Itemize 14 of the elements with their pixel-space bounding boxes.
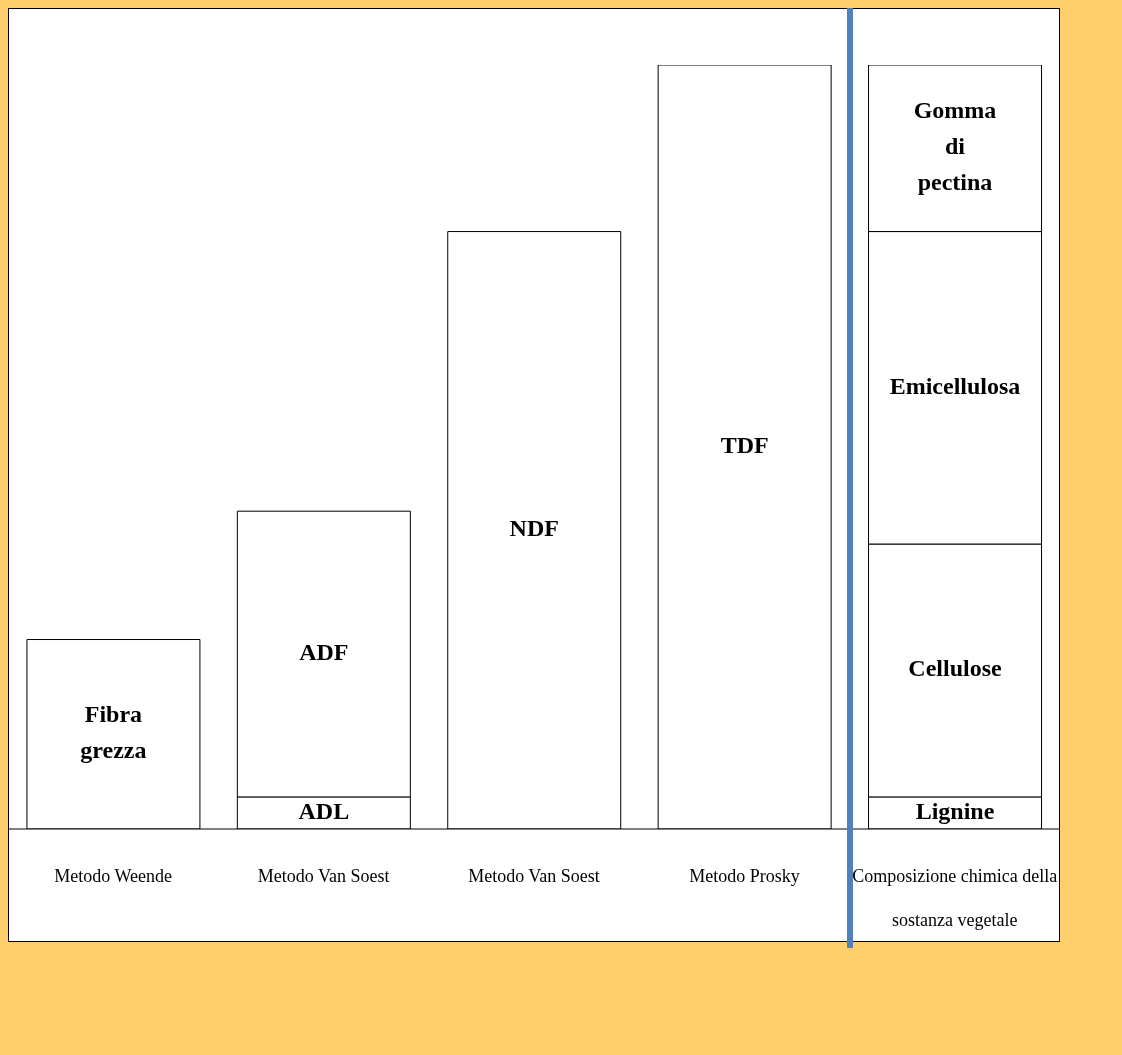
x-tick-label: Metodo Van Soest bbox=[257, 866, 390, 886]
x-tick-label: Metodo Prosky bbox=[689, 866, 800, 886]
series-label: ADF bbox=[299, 638, 349, 665]
series-label: Cellulose bbox=[908, 654, 1003, 681]
series-label: NDF bbox=[509, 514, 559, 541]
x-tick-label: Metodo Van Soest bbox=[468, 866, 600, 886]
series-label: Lignine bbox=[915, 797, 995, 824]
category-label: Composizione chimica della sostanza vegetale bbox=[852, 866, 1058, 930]
series-label: TDF bbox=[720, 431, 769, 458]
series-label: Fibra grezza bbox=[80, 700, 147, 763]
series-label: ADL bbox=[298, 797, 350, 824]
x-tick-label: Metodo Weende bbox=[54, 866, 173, 886]
series-label: Gomma di pectina bbox=[913, 96, 997, 195]
series-label: Emicellulosa bbox=[889, 372, 1021, 399]
